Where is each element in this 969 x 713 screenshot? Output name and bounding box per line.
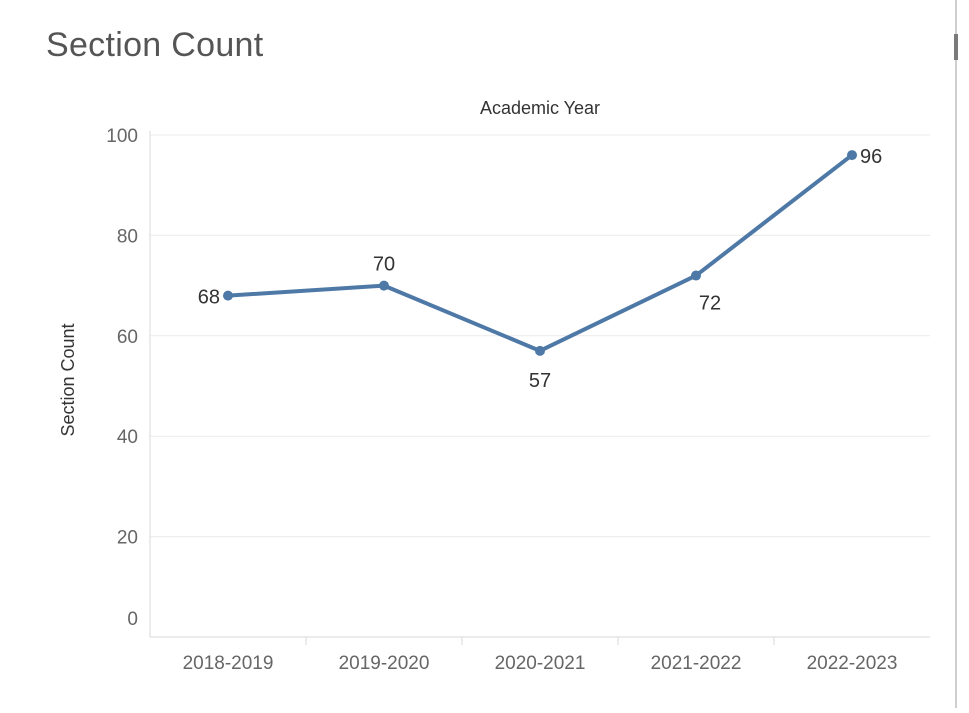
y-tick-label: 20 (117, 528, 138, 549)
data-point[interactable] (223, 290, 233, 301)
data-label: 70 (373, 254, 395, 276)
y-tick-labels: 0 20 40 60 80 100 (106, 126, 138, 630)
data-point[interactable] (691, 270, 701, 281)
data-label: 68 (198, 287, 220, 309)
data-labels: 68 70 57 72 96 (198, 146, 883, 392)
data-label: 72 (699, 293, 721, 315)
right-divider (955, 0, 957, 708)
x-axis-title: Academic Year (480, 98, 600, 118)
x-tick-label: 2020-2021 (495, 653, 586, 674)
x-tick-label: 2018-2019 (183, 653, 274, 674)
y-tick-label: 80 (117, 226, 138, 247)
y-tick-label: 0 (127, 609, 138, 630)
data-label: 96 (860, 146, 882, 168)
data-point[interactable] (379, 280, 389, 291)
page-title: Section Count (46, 26, 264, 64)
x-tick-label: 2021-2022 (651, 653, 742, 674)
resize-handle[interactable] (954, 34, 958, 60)
series (223, 150, 857, 356)
data-point[interactable] (847, 150, 857, 161)
x-tick-label: 2022-2023 (807, 653, 898, 674)
axes (149, 131, 930, 645)
y-axis-title: Section Count (58, 323, 78, 436)
data-label: 57 (529, 370, 551, 392)
x-tick-labels: 2018-2019 2019-2020 2020-2021 2021-2022 2022… (183, 653, 898, 674)
x-tick-label: 2019-2020 (339, 653, 430, 674)
y-tick-label: 60 (117, 327, 138, 348)
y-tick-label: 40 (117, 427, 138, 448)
data-point[interactable] (535, 345, 545, 356)
gridlines (150, 134, 930, 538)
y-tick-label: 100 (106, 126, 138, 147)
series-line (226, 153, 854, 353)
